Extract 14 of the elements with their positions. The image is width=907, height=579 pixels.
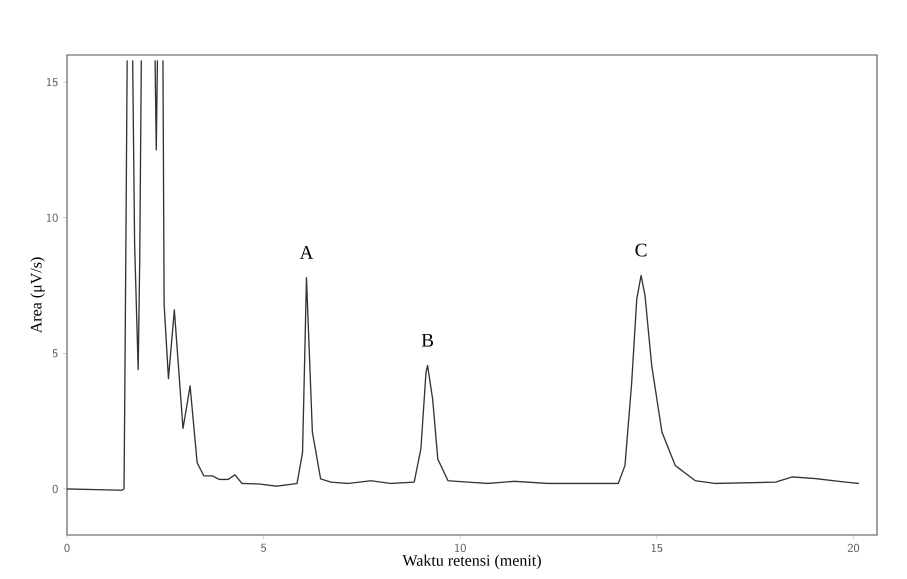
x-tick-label: 10 (455, 544, 466, 552)
y-axis-title: Area (μV/s) (30, 257, 45, 334)
y-tick-label: 5 (52, 349, 58, 358)
y-tick-label: 10 (47, 214, 58, 222)
y-tick-label: 0 (52, 484, 58, 494)
x-tick-label: 15 (652, 544, 662, 552)
annotation: B (422, 334, 434, 347)
annotation: C (635, 244, 646, 257)
annotation: A (300, 246, 314, 259)
x-axis-title: Waktu retensi (menit) (402, 554, 541, 570)
x-tick-label: 5 (260, 544, 266, 552)
x-tick-label: 0 (64, 544, 70, 552)
x-tick-label: 20 (848, 544, 860, 552)
y-tick-label: 15 (47, 78, 58, 86)
